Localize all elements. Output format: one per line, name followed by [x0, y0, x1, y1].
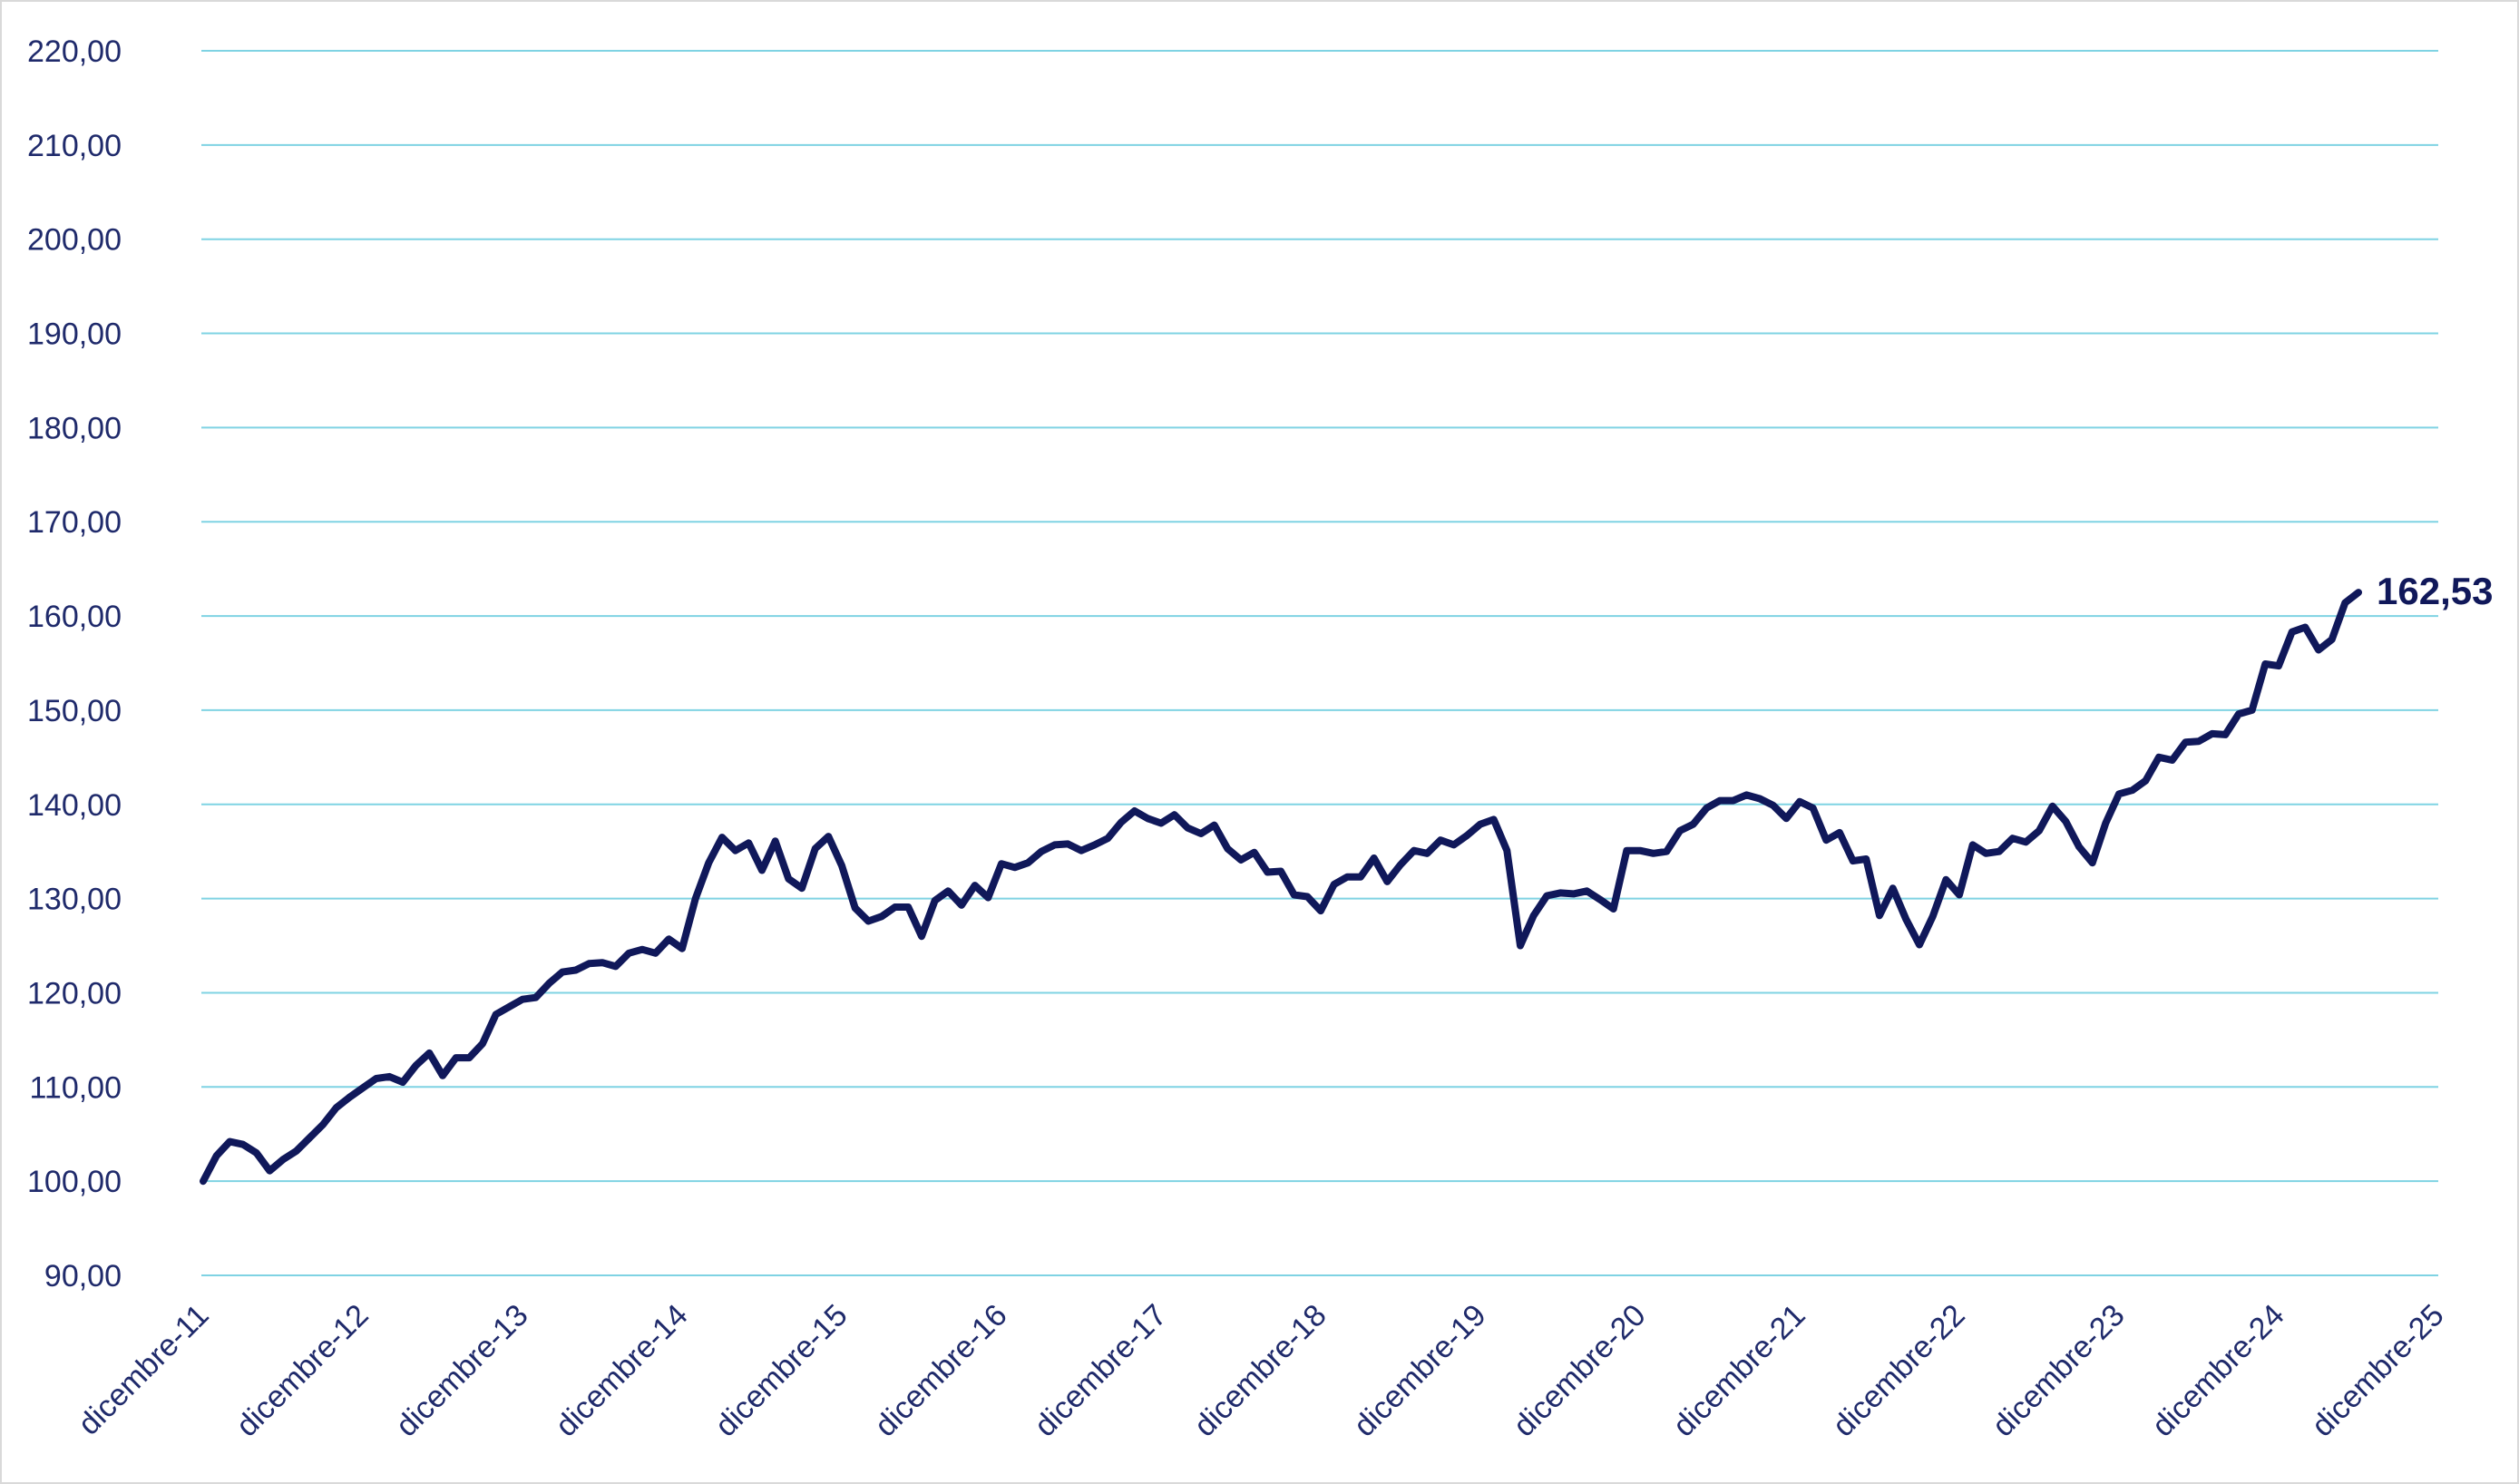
- gridlines: [201, 50, 2438, 1276]
- x-tick-label: dicembre-12: [229, 1298, 376, 1444]
- y-tick-label: 150,00: [27, 694, 122, 728]
- x-tick-label: dicembre-11: [72, 1298, 216, 1442]
- x-tick-label: dicembre-21: [1666, 1298, 1812, 1444]
- x-axis-tick-labels: dicembre-11 dicembre-12 dicembre-13 dicembr…: [72, 1298, 2451, 1444]
- x-tick-label: dicembre-20: [1507, 1298, 1653, 1444]
- x-tick-label: dicembre-22: [1826, 1298, 1972, 1444]
- y-tick-label: 100,00: [27, 1165, 122, 1199]
- y-tick-label: 190,00: [27, 317, 122, 352]
- x-tick-label: dicembre-13: [389, 1298, 535, 1444]
- x-tick-label: dicembre-23: [1986, 1298, 2132, 1444]
- x-tick-label: dicembre-25: [2305, 1298, 2451, 1444]
- y-tick-label: 180,00: [27, 411, 122, 445]
- y-tick-label: 210,00: [27, 129, 122, 163]
- end-value-label: 162,53: [2377, 570, 2493, 612]
- series-line: [200, 589, 2362, 1186]
- x-tick-label: dicembre-18: [1187, 1298, 1333, 1444]
- x-tick-label: dicembre-14: [549, 1298, 695, 1444]
- x-tick-label: dicembre-24: [2145, 1298, 2291, 1444]
- x-tick-label: dicembre-19: [1347, 1298, 1493, 1444]
- y-tick-label: 160,00: [27, 600, 122, 634]
- y-tick-label: 130,00: [27, 883, 122, 917]
- y-tick-label: 110,00: [30, 1070, 122, 1105]
- y-tick-label: 220,00: [27, 34, 122, 69]
- x-tick-label: dicembre-17: [1028, 1298, 1174, 1444]
- y-tick-label: 200,00: [27, 223, 122, 258]
- y-axis-tick-labels: 90,00 100,00 110,00 120,00 130,00 140,00 150,0…: [27, 34, 122, 1294]
- y-tick-label: 120,00: [27, 976, 122, 1010]
- x-tick-label: dicembre-15: [708, 1298, 854, 1444]
- y-tick-label: 90,00: [44, 1259, 122, 1294]
- y-tick-label: 170,00: [27, 505, 122, 540]
- series-group: [200, 589, 2362, 1186]
- y-tick-label: 140,00: [27, 788, 122, 823]
- x-tick-label: dicembre-16: [868, 1298, 1014, 1444]
